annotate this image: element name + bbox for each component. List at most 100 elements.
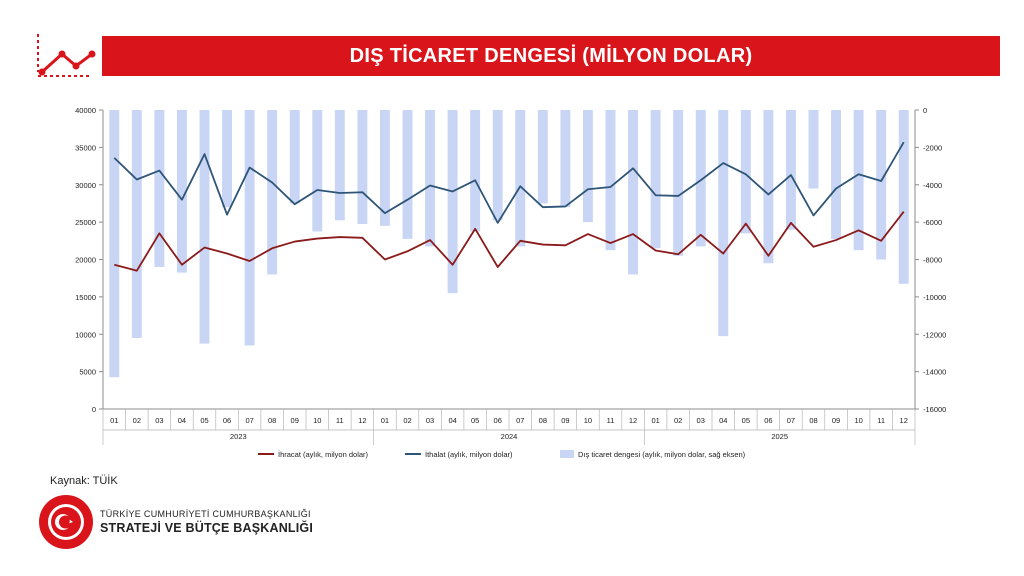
left-axis-tick-label: 35000 bbox=[75, 143, 96, 152]
month-label: 07 bbox=[245, 416, 253, 425]
balance-bar bbox=[447, 110, 458, 294]
right-axis-tick-label: -12000 bbox=[923, 330, 946, 339]
balance-bar bbox=[267, 110, 278, 275]
balance-bar bbox=[718, 110, 729, 337]
right-axis-tick-label: -16000 bbox=[923, 405, 946, 414]
right-axis-tick-label: -14000 bbox=[923, 368, 946, 377]
balance-bar bbox=[244, 110, 255, 346]
month-label: 05 bbox=[471, 416, 479, 425]
month-label: 08 bbox=[539, 416, 547, 425]
balance-bar bbox=[560, 110, 571, 208]
month-label: 11 bbox=[336, 416, 344, 425]
year-label: 2023 bbox=[230, 432, 247, 441]
right-axis-tick-label: -4000 bbox=[923, 181, 942, 190]
chart-lines bbox=[113, 141, 905, 272]
month-label: 09 bbox=[561, 416, 569, 425]
month-label: 11 bbox=[607, 416, 615, 425]
right-axis-tick-label: -2000 bbox=[923, 143, 942, 152]
balance-bar bbox=[628, 110, 639, 275]
trend-logo-icon bbox=[37, 34, 96, 77]
legend-label: İhracat (aylık, milyon dolar) bbox=[278, 450, 369, 459]
right-axis-tick-label: 0 bbox=[923, 106, 927, 115]
month-label: 04 bbox=[178, 416, 186, 425]
month-label: 12 bbox=[629, 416, 637, 425]
month-label: 12 bbox=[900, 416, 908, 425]
balance-bar bbox=[289, 110, 300, 204]
legend-label: Dış ticaret dengesi (aylık, milyon dolar… bbox=[578, 450, 746, 459]
legend-label: İthalat (aylık, milyon dolar) bbox=[425, 450, 513, 459]
month-label: 02 bbox=[403, 416, 411, 425]
month-label: 08 bbox=[809, 416, 817, 425]
left-axis-tick-label: 20000 bbox=[75, 256, 96, 265]
organization-seal-icon bbox=[39, 495, 93, 549]
balance-bar bbox=[199, 110, 210, 344]
chart-legend: İhracat (aylık, milyon dolar) İthalat (ay… bbox=[258, 450, 746, 459]
month-label: 08 bbox=[268, 416, 276, 425]
source-note: Kaynak: TÜİK bbox=[50, 475, 118, 487]
left-axis-tick-label: 5000 bbox=[79, 368, 96, 377]
month-label: 02 bbox=[133, 416, 141, 425]
month-label: 01 bbox=[381, 416, 389, 425]
balance-bar bbox=[763, 110, 774, 264]
balance-bar bbox=[853, 110, 864, 251]
balance-bar bbox=[605, 110, 616, 251]
balance-bar bbox=[831, 110, 842, 239]
balance-bar bbox=[154, 110, 165, 267]
balance-bar bbox=[492, 110, 503, 221]
month-label: 09 bbox=[832, 416, 840, 425]
balance-bar bbox=[176, 110, 187, 273]
left-axis-tick-label: 15000 bbox=[75, 293, 96, 302]
legend-swatch bbox=[560, 450, 574, 458]
balance-bar bbox=[379, 110, 390, 226]
balance-bar bbox=[222, 110, 233, 208]
balance-bar bbox=[898, 110, 909, 284]
month-label: 06 bbox=[494, 416, 502, 425]
imports-line bbox=[113, 141, 905, 224]
organization-name-line1: TÜRKİYE CUMHURİYETİ CUMHURBAŞKANLIĞI bbox=[100, 509, 311, 519]
page-title: DIŞ TİCARET DENGESİ (MİLYON DOLAR) bbox=[349, 44, 753, 67]
month-label: 05 bbox=[200, 416, 208, 425]
month-label: 09 bbox=[291, 416, 299, 425]
month-label: 02 bbox=[674, 416, 682, 425]
month-label: 04 bbox=[448, 416, 456, 425]
balance-bar bbox=[876, 110, 887, 260]
chart-axes: 0 5000 10000 15000 20000 25000 30000 35000 40000… bbox=[75, 106, 946, 445]
right-axis-tick-label: -10000 bbox=[923, 293, 946, 302]
balance-bar bbox=[537, 110, 548, 204]
balance-bar bbox=[334, 110, 345, 221]
right-axis-tick-label: -8000 bbox=[923, 256, 942, 265]
balance-bar bbox=[109, 110, 120, 378]
balance-bar bbox=[695, 110, 706, 247]
right-axis-tick-label: -6000 bbox=[923, 218, 942, 227]
balance-bar bbox=[740, 110, 751, 234]
month-label: 06 bbox=[764, 416, 772, 425]
balance-bar bbox=[402, 110, 413, 239]
month-label: 03 bbox=[697, 416, 705, 425]
title-banner: DIŞ TİCARET DENGESİ (MİLYON DOLAR) bbox=[102, 36, 1000, 76]
balance-bar bbox=[673, 110, 684, 256]
balance-bar bbox=[808, 110, 819, 189]
left-axis-tick-label: 40000 bbox=[75, 106, 96, 115]
month-label: 05 bbox=[742, 416, 750, 425]
balance-bar bbox=[582, 110, 593, 223]
balance-bar bbox=[470, 110, 481, 232]
balance-bar bbox=[515, 110, 526, 247]
month-label: 03 bbox=[426, 416, 434, 425]
exports-line bbox=[114, 211, 905, 272]
month-label: 10 bbox=[854, 416, 862, 425]
month-label: 06 bbox=[223, 416, 231, 425]
year-label: 2025 bbox=[771, 432, 788, 441]
month-label: 01 bbox=[110, 416, 118, 425]
balance-bar bbox=[425, 110, 436, 247]
month-label: 07 bbox=[516, 416, 524, 425]
left-axis-tick-label: 10000 bbox=[75, 330, 96, 339]
organization-name-line2: STRATEJİ VE BÜTÇE BAŞKANLIĞI bbox=[100, 521, 314, 535]
month-label: 01 bbox=[651, 416, 659, 425]
month-label: 12 bbox=[358, 416, 366, 425]
month-label: 03 bbox=[155, 416, 163, 425]
left-axis-tick-label: 0 bbox=[92, 405, 96, 414]
left-axis-tick-label: 25000 bbox=[75, 218, 96, 227]
month-label: 04 bbox=[719, 416, 727, 425]
left-axis-tick-label: 30000 bbox=[75, 181, 96, 190]
